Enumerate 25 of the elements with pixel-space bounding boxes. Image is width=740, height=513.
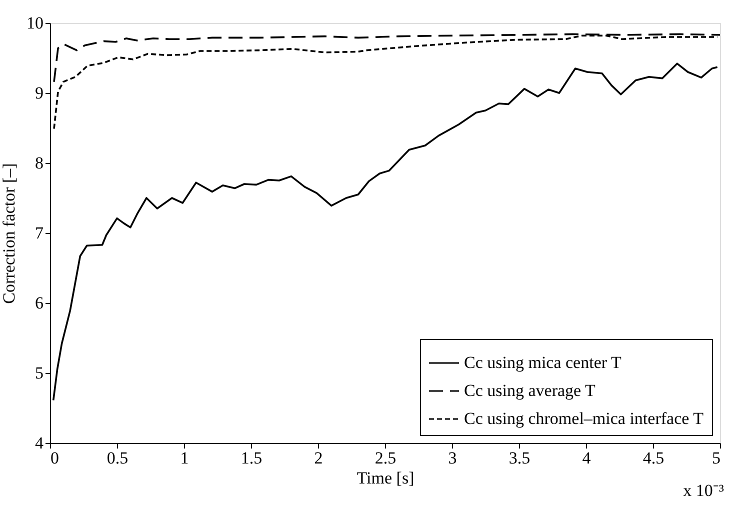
x-tick-label: 4.5 [642, 448, 664, 468]
y-tick-label: 6 [35, 294, 44, 312]
text: x 10⁻³ [683, 481, 724, 500]
y-tick-label: 10 [26, 14, 44, 32]
y-tick-label: 7 [35, 224, 44, 242]
y-tick-label: 9 [35, 84, 44, 102]
x-tick-label: 2 [314, 448, 323, 468]
x-tick-label: 1 [180, 448, 189, 468]
x-tick-label: 2.5 [374, 448, 396, 468]
y-tick-label: 5 [35, 364, 44, 382]
y-axis-title: Correction factor [–] [0, 163, 18, 304]
x-tick-label: 5 [712, 448, 720, 468]
x-tick-label: 1.5 [240, 448, 262, 468]
y-tick-label: 8 [35, 154, 44, 172]
legend-label: Cc using mica center T [464, 353, 622, 372]
y-tick-label: 4 [35, 434, 44, 452]
line-series [53, 34, 718, 130]
x-axis-title: Time [s] [356, 468, 414, 488]
x-tick-label: 3.5 [508, 448, 530, 468]
x-tick-label: 0.5 [106, 448, 128, 468]
x-tick-label: 4 [582, 448, 592, 468]
legend-label: Cc using chromel–mica interface T [464, 409, 704, 428]
legend-label: Cc using average T [464, 381, 596, 400]
x-tick-label: 3 [448, 448, 457, 468]
x-tick-label: 0 [50, 448, 59, 468]
